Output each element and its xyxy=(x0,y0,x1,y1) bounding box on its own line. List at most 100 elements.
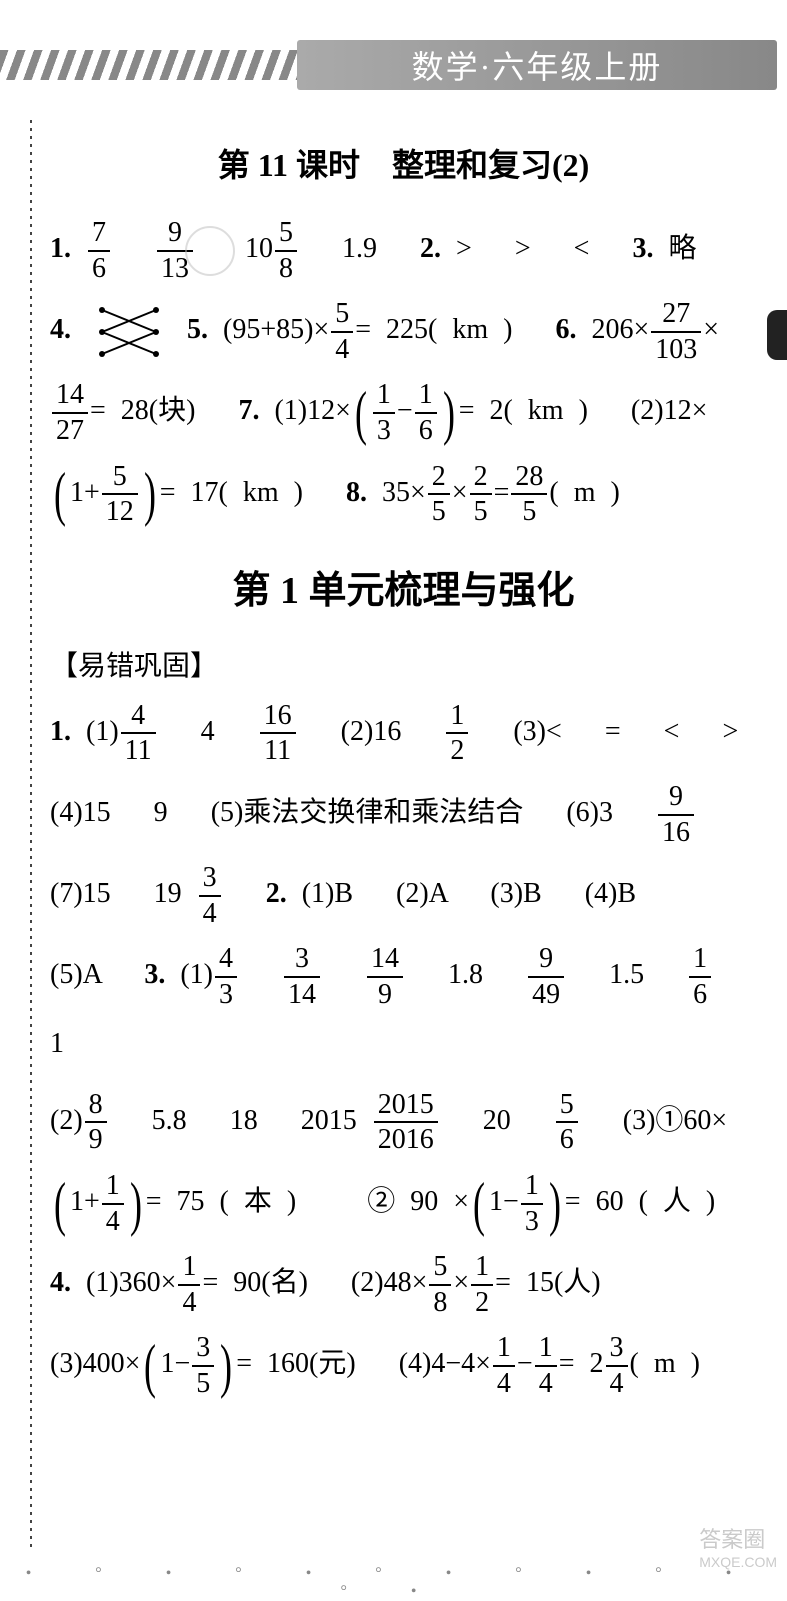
frac: 14 xyxy=(493,1331,515,1400)
expr: 1+ xyxy=(70,1186,100,1217)
value: 1.5 xyxy=(609,959,644,990)
minus: − xyxy=(517,1348,533,1379)
page-edge-mark xyxy=(767,310,787,360)
watermark-sub: MXQE.COM xyxy=(699,1554,777,1570)
eq: = xyxy=(494,477,510,508)
frac: 1427 xyxy=(52,378,88,447)
expr: = 225( km ) xyxy=(355,314,512,345)
frac: 285 xyxy=(511,460,547,529)
frac: 16 xyxy=(689,942,711,1011)
eq: = 2 xyxy=(559,1348,604,1379)
watermark: 答案圈 MXQE.COM xyxy=(699,1522,777,1570)
part: (3)①60× xyxy=(623,1105,727,1136)
label-q1: 1. xyxy=(50,716,71,747)
problem-row-3: 1427= 28(块) 7. (1)12×(13−16)= 2( km ) (2… xyxy=(50,378,757,447)
header-title-box: 数学·六年级上册 xyxy=(297,40,777,90)
q3-row-1: (5)A 3. (1)43 314 149 1.8 949 1.5 16 1 xyxy=(50,942,757,1076)
frac: 34 xyxy=(199,861,221,930)
expr: 1− xyxy=(489,1186,519,1217)
value: 2015 xyxy=(301,1105,357,1136)
matching-diagram xyxy=(94,302,164,362)
stamp-watermark xyxy=(185,226,235,276)
frac: 949 xyxy=(528,942,564,1011)
header-title: 数学·六年级上册 xyxy=(412,42,663,88)
label-q3: 3. xyxy=(144,959,165,990)
part: (3)< xyxy=(513,716,561,747)
frac: 27103 xyxy=(651,297,701,366)
expr: = 160(元) xyxy=(236,1348,355,1379)
value: = xyxy=(605,716,621,747)
frac: 14 xyxy=(178,1250,200,1319)
value: 5.8 xyxy=(152,1105,187,1136)
text: 略 xyxy=(668,233,696,264)
expr: 35× xyxy=(382,477,426,508)
frac: 54 xyxy=(331,297,353,366)
frac: 12 xyxy=(446,699,468,768)
lparen: ( xyxy=(54,1180,66,1228)
problem-row-2: 4. 5. (95+85)×54= 225( km ) 6. 206×27103… xyxy=(50,297,757,366)
rparen: ) xyxy=(549,1180,561,1228)
label-8: 8. xyxy=(346,477,367,508)
label-q2: 2. xyxy=(266,878,287,909)
problem-row-1: 1. 76 913 1058 1.9 2. > > < 3. 略 xyxy=(50,216,757,285)
frac: 314 xyxy=(284,942,320,1011)
expr: (95+85)× xyxy=(223,314,329,345)
part: (7)15 xyxy=(50,878,111,909)
unit-title: 第 1 单元梳理与强化 xyxy=(50,559,757,614)
answer: (1)B xyxy=(302,878,353,909)
frac: 916 xyxy=(658,780,694,849)
left-dotted-border xyxy=(30,120,32,1550)
frac: 89 xyxy=(85,1088,107,1157)
q4-row-2: (3)400×(1−35)= 160(元) (4)4−4×14−14= 234(… xyxy=(50,1331,757,1400)
label-q4: 4. xyxy=(50,1267,71,1298)
part: (1) xyxy=(180,959,213,990)
value: 4 xyxy=(201,716,215,747)
expr: = 17( km ) xyxy=(160,477,303,508)
frac: 14 xyxy=(535,1331,557,1400)
frac: 13 xyxy=(373,378,395,447)
label-7: 7. xyxy=(238,395,259,426)
answer: (3)B xyxy=(490,878,541,909)
expr: (3)400× xyxy=(50,1348,140,1379)
times: × xyxy=(703,314,719,345)
q3-row-3: (1+14)= 75 ( 本 ) ② 90 ×(1−13)= 60 ( 人 ) xyxy=(50,1169,757,1238)
rparen: ) xyxy=(130,1180,142,1228)
lparen: ( xyxy=(473,1180,485,1228)
value: 1 xyxy=(50,1028,64,1059)
frac: 14 xyxy=(102,1169,124,1238)
expr: = 15(人) xyxy=(495,1267,600,1298)
rparen: ) xyxy=(220,1342,232,1390)
frac: 16 xyxy=(415,378,437,447)
frac: 20152016 xyxy=(374,1088,438,1157)
expr: = 60 ( 人 ) xyxy=(565,1186,715,1217)
value: 20 xyxy=(483,1105,511,1136)
compare: < xyxy=(574,233,590,264)
label-6: 6. xyxy=(555,314,576,345)
frac: 58 xyxy=(429,1250,451,1319)
frac: 25 xyxy=(428,460,450,529)
expr: (4)4−4× xyxy=(399,1348,491,1379)
expr: 1− xyxy=(160,1348,190,1379)
frac: 34 xyxy=(606,1331,628,1400)
frac: 56 xyxy=(556,1088,578,1157)
q1-row-3: (7)15 19 34 2. (1)B (2)A (3)B (4)B xyxy=(50,861,757,930)
lparen: ( xyxy=(355,389,367,437)
label-1: 1. xyxy=(50,233,71,264)
frac: 58 xyxy=(275,216,297,285)
answer: (5)A xyxy=(50,959,101,990)
header-stripe-decoration xyxy=(0,50,300,80)
rparen: ) xyxy=(144,470,156,518)
lparen: ( xyxy=(54,470,66,518)
watermark-main: 答案圈 xyxy=(699,1527,765,1552)
label-2: 2. xyxy=(420,233,441,264)
q3-row-2: (2)89 5.8 18 2015 20152016 20 56 (3)①60× xyxy=(50,1088,757,1157)
frac: 1611 xyxy=(260,699,296,768)
value: 1.8 xyxy=(448,959,483,990)
expr: (1)12× xyxy=(274,395,350,426)
part: (1) xyxy=(86,716,119,747)
minus: − xyxy=(397,395,413,426)
section-label: 【易错巩固】 xyxy=(50,644,757,684)
q1-row-2: (4)15 9 (5)乘法交换律和乘法结合 (6)3 916 xyxy=(50,780,757,849)
value: 19 xyxy=(154,878,182,909)
expr: ② 90 × xyxy=(367,1186,469,1217)
